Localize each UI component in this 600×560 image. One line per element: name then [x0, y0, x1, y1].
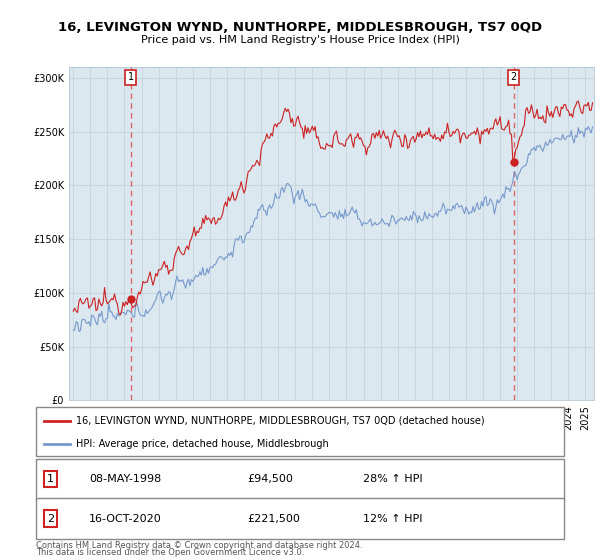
Text: 16, LEVINGTON WYND, NUNTHORPE, MIDDLESBROUGH, TS7 0QD (detached house): 16, LEVINGTON WYND, NUNTHORPE, MIDDLESBR… — [76, 416, 484, 426]
FancyBboxPatch shape — [36, 459, 564, 500]
Text: 28% ↑ HPI: 28% ↑ HPI — [364, 474, 423, 484]
FancyBboxPatch shape — [36, 407, 564, 456]
Text: 2: 2 — [47, 514, 55, 524]
Text: Contains HM Land Registry data © Crown copyright and database right 2024.: Contains HM Land Registry data © Crown c… — [36, 541, 362, 550]
Text: 12% ↑ HPI: 12% ↑ HPI — [364, 514, 423, 524]
Text: 16-OCT-2020: 16-OCT-2020 — [89, 514, 161, 524]
Text: £221,500: £221,500 — [247, 514, 300, 524]
Text: This data is licensed under the Open Government Licence v3.0.: This data is licensed under the Open Gov… — [36, 548, 304, 557]
Text: 2: 2 — [511, 72, 517, 82]
Text: 1: 1 — [128, 72, 134, 82]
Text: £94,500: £94,500 — [247, 474, 293, 484]
Text: HPI: Average price, detached house, Middlesbrough: HPI: Average price, detached house, Midd… — [76, 439, 328, 449]
Text: Price paid vs. HM Land Registry's House Price Index (HPI): Price paid vs. HM Land Registry's House … — [140, 35, 460, 45]
Text: 08-MAY-1998: 08-MAY-1998 — [89, 474, 161, 484]
FancyBboxPatch shape — [36, 498, 564, 539]
Text: 16, LEVINGTON WYND, NUNTHORPE, MIDDLESBROUGH, TS7 0QD: 16, LEVINGTON WYND, NUNTHORPE, MIDDLESBR… — [58, 21, 542, 34]
Text: 1: 1 — [47, 474, 54, 484]
